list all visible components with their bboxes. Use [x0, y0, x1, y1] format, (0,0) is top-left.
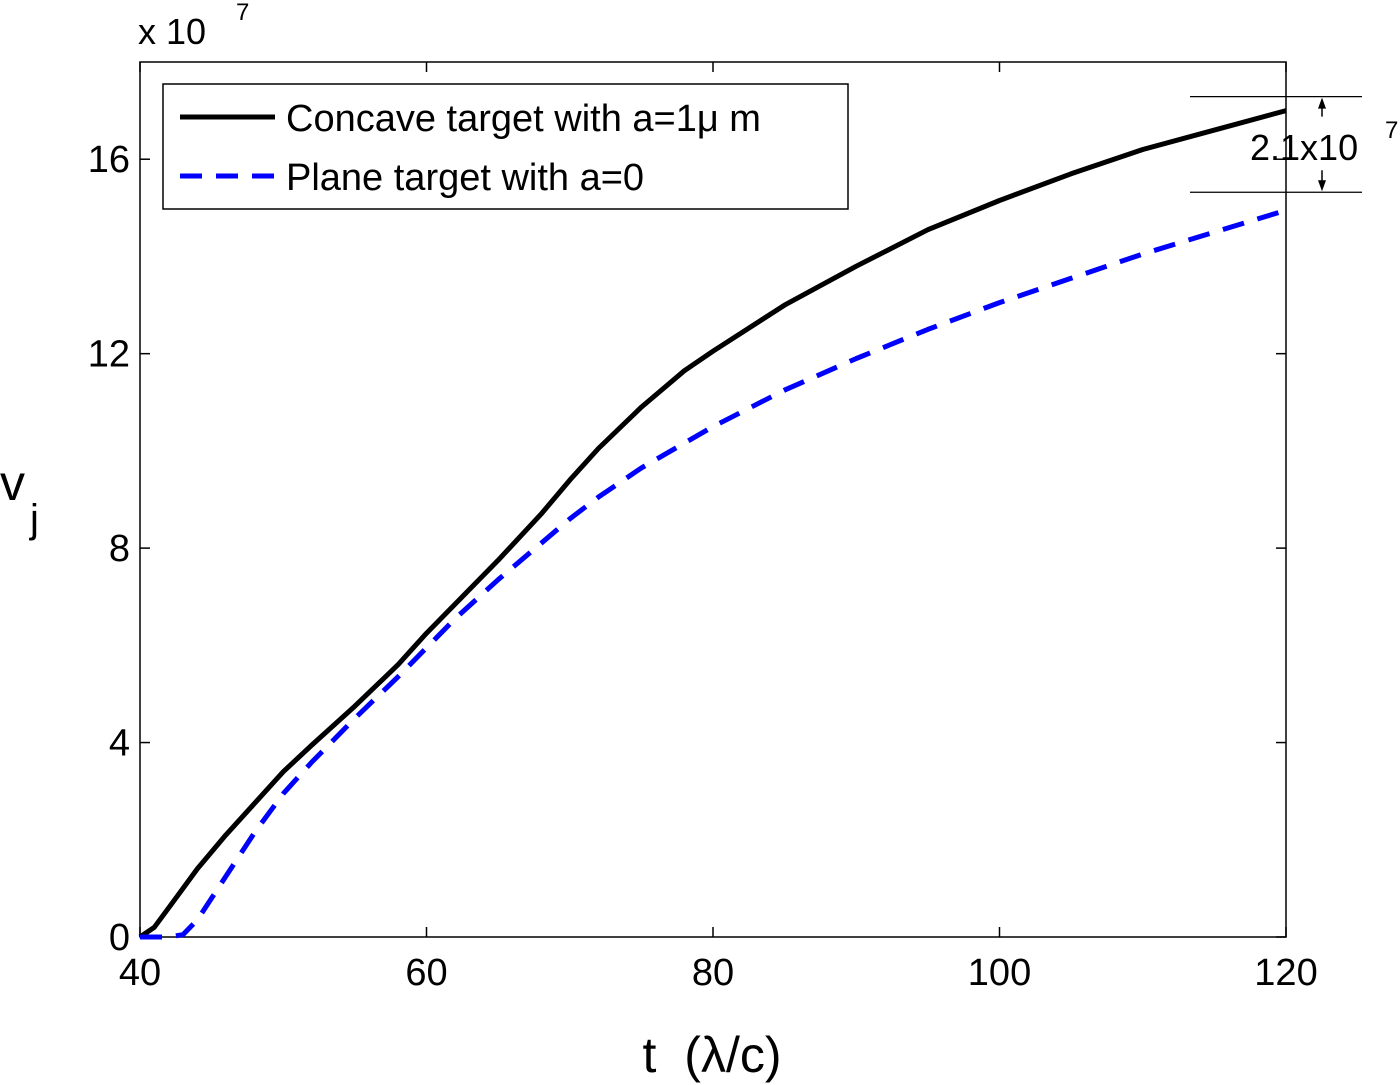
y-axis-label-main: v: [0, 455, 25, 511]
x-axis-ticks: 40 60 80 100 120: [119, 62, 1318, 994]
x-axis-label: t (λ/c): [642, 1027, 781, 1083]
y-tick-label: 4: [109, 723, 130, 765]
legend-box: [162, 83, 849, 210]
legend-label-plane: Plane target with a=0: [286, 157, 644, 199]
y-tick-label: 8: [109, 528, 130, 570]
difference-annotation: [1190, 96, 1362, 193]
series-line-concave: [138, 108, 1287, 940]
difference-annotation-power: 7: [1385, 117, 1398, 144]
y-tick-label: 0: [109, 917, 130, 959]
annotation-arrowhead-down: [1318, 180, 1326, 192]
x-tick-label: 40: [119, 952, 161, 994]
series-layer: [138, 108, 1287, 940]
y-tick-label: 12: [88, 334, 130, 376]
x-axis-label-variable: t: [642, 1027, 656, 1083]
legend: Concave target with a=1μ m Plane target …: [162, 83, 849, 210]
x-tick-label: 100: [968, 952, 1031, 994]
series-line-plane: [140, 207, 1287, 940]
x-tick-label: 60: [405, 952, 447, 994]
annotation-arrowhead-up: [1318, 97, 1326, 109]
legend-label-concave: Concave target with a=1μ m: [286, 98, 761, 140]
x-axis-label-unit: (λ/c): [684, 1027, 781, 1083]
y-tick-label: 16: [88, 139, 130, 181]
difference-annotation-text: 2.1x10: [1250, 127, 1358, 168]
y-axis-ticks: 0 4 8 12 16: [88, 139, 1286, 959]
y-axis-label-subscript: j: [29, 497, 39, 541]
y-exponent-power: 7: [236, 0, 249, 26]
x-tick-label: 120: [1254, 952, 1317, 994]
y-exponent-prefix: x 10: [138, 11, 206, 52]
x-tick-label: 80: [692, 952, 734, 994]
